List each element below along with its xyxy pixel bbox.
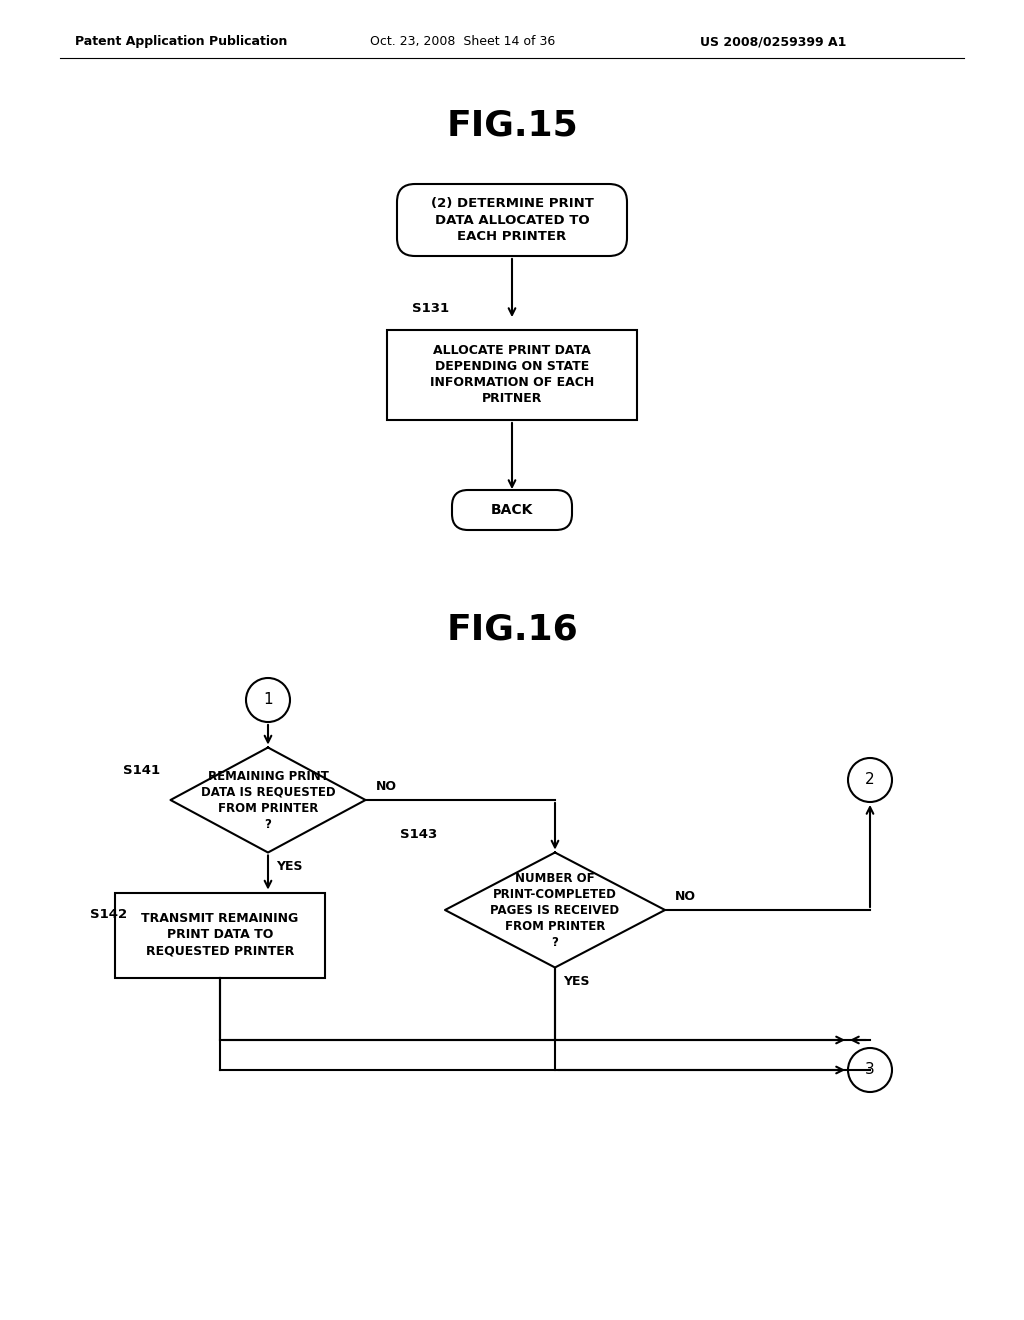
Text: REMAINING PRINT
DATA IS REQUESTED
FROM PRINTER
?: REMAINING PRINT DATA IS REQUESTED FROM P… — [201, 770, 335, 830]
Text: 2: 2 — [865, 772, 874, 788]
Polygon shape — [445, 853, 665, 968]
Text: S143: S143 — [400, 828, 437, 841]
Text: Patent Application Publication: Patent Application Publication — [75, 36, 288, 49]
Text: S141: S141 — [123, 763, 160, 776]
Text: Oct. 23, 2008  Sheet 14 of 36: Oct. 23, 2008 Sheet 14 of 36 — [370, 36, 555, 49]
Polygon shape — [171, 747, 366, 853]
Text: (2) DETERMINE PRINT
DATA ALLOCATED TO
EACH PRINTER: (2) DETERMINE PRINT DATA ALLOCATED TO EA… — [430, 198, 594, 243]
Text: 3: 3 — [865, 1063, 874, 1077]
Bar — [387, 330, 637, 420]
Text: NO: NO — [675, 890, 696, 903]
Circle shape — [848, 758, 892, 803]
Text: TRANSMIT REMAINING
PRINT DATA TO
REQUESTED PRINTER: TRANSMIT REMAINING PRINT DATA TO REQUEST… — [141, 912, 299, 957]
Text: YES: YES — [276, 861, 302, 873]
Text: NO: NO — [376, 780, 396, 792]
Text: 1: 1 — [263, 693, 272, 708]
Circle shape — [246, 678, 290, 722]
Text: YES: YES — [563, 975, 590, 987]
Text: FIG.16: FIG.16 — [446, 612, 578, 647]
Bar — [115, 892, 325, 978]
Text: BACK: BACK — [490, 503, 534, 517]
Text: S131: S131 — [412, 301, 450, 314]
Text: FIG.15: FIG.15 — [446, 108, 578, 143]
Text: S142: S142 — [90, 908, 127, 921]
FancyBboxPatch shape — [397, 183, 627, 256]
FancyBboxPatch shape — [452, 490, 572, 531]
Text: NUMBER OF
PRINT-COMPLETED
PAGES IS RECEIVED
FROM PRINTER
?: NUMBER OF PRINT-COMPLETED PAGES IS RECEI… — [490, 871, 620, 949]
Text: US 2008/0259399 A1: US 2008/0259399 A1 — [700, 36, 847, 49]
Circle shape — [848, 1048, 892, 1092]
Text: ALLOCATE PRINT DATA
DEPENDING ON STATE
INFORMATION OF EACH
PRITNER: ALLOCATE PRINT DATA DEPENDING ON STATE I… — [430, 345, 594, 405]
